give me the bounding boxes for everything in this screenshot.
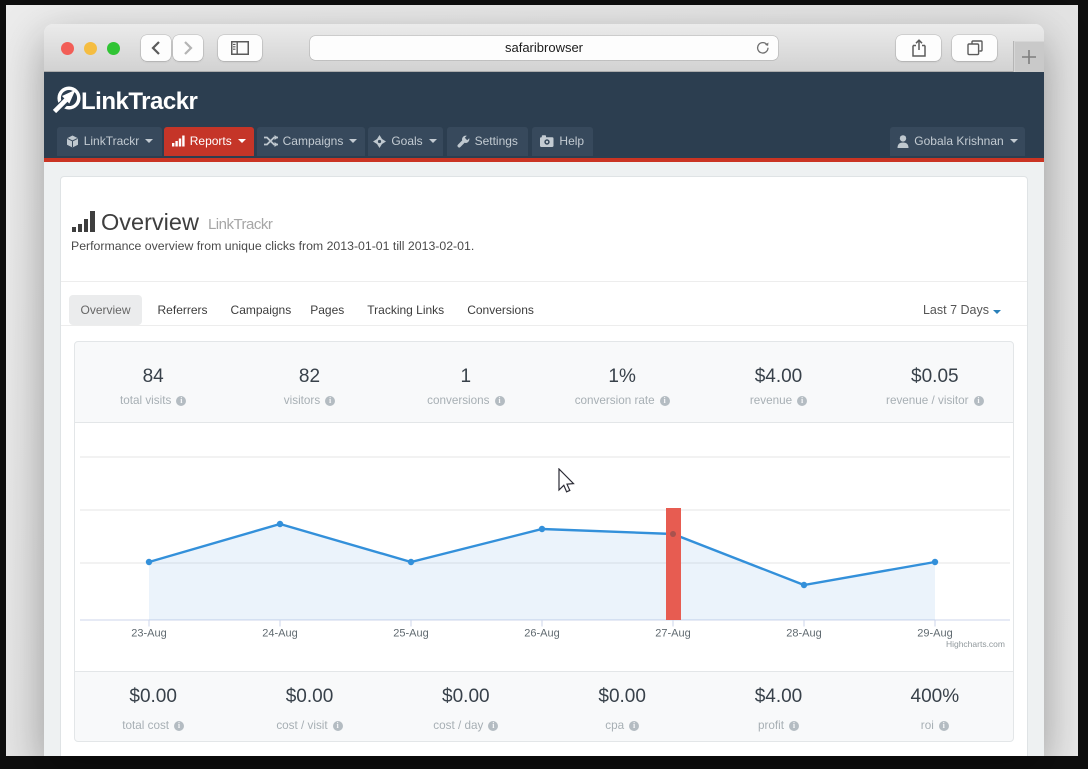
svg-text:28-Aug: 28-Aug: [786, 628, 821, 640]
svg-text:23-Aug: 23-Aug: [131, 628, 166, 640]
svg-text:26-Aug: 26-Aug: [524, 628, 559, 640]
svg-text:27-Aug: 27-Aug: [655, 628, 690, 640]
svg-text:29-Aug: 29-Aug: [917, 628, 952, 640]
svg-text:25-Aug: 25-Aug: [393, 628, 428, 640]
svg-text:24-Aug: 24-Aug: [262, 628, 297, 640]
svg-text:Highcharts.com: Highcharts.com: [946, 639, 1005, 649]
